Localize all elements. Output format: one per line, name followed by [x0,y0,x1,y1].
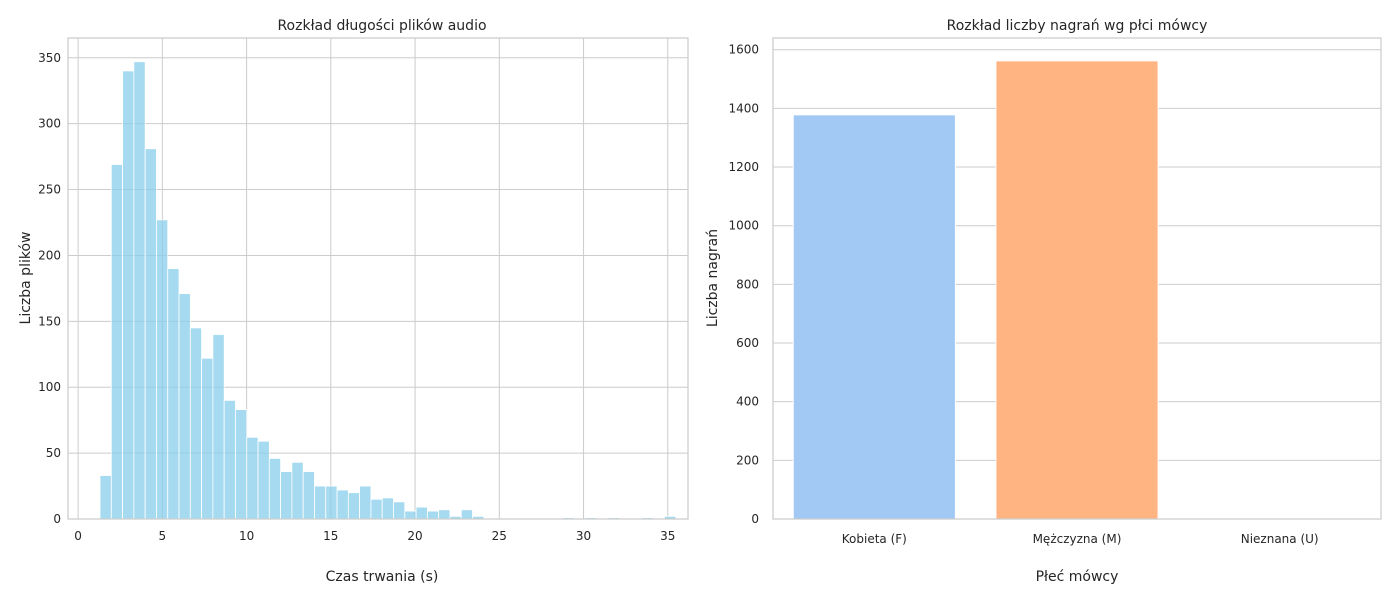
histogram-bar [370,498,383,520]
histogram-bar [99,475,112,520]
histogram-x-tick-label: 10 [239,529,254,543]
gender-y-tick-label: 800 [736,277,759,291]
gender-bar-chart: Rozkład liczby nagrań wg płci mówcy Kobi… [705,18,1382,585]
gender-y-tick-label: 1600 [728,43,759,57]
histogram-x-label: Czas trwania (s) [326,569,439,585]
gender-x-tick-label: Mężczyzna (M) [1033,532,1122,546]
gender-y-tick-label: 1400 [728,101,759,115]
histogram-bar [246,436,259,520]
histogram-bar [302,471,315,520]
gender-chart-title: Rozkład liczby nagrań wg płci mówcy [947,18,1208,34]
gender-bars [792,60,1159,520]
histogram-bar [235,409,248,520]
gender-y-tick-label: 1000 [728,219,759,233]
histogram-bars [99,61,677,520]
histogram-bar [393,501,406,520]
histogram-bar [426,510,440,520]
histogram-y-tick-label: 300 [38,117,61,131]
histogram-grid [68,38,688,520]
histogram-x-tick-label: 25 [492,529,507,543]
histogram-x-tick-label: 0 [74,529,82,543]
histogram-y-tick-label: 150 [38,314,61,328]
histogram-title: Rozkład długości plików audio [277,18,486,34]
histogram-bar [314,485,327,520]
histogram-bar [110,164,123,520]
gender-x-tick-label: Kobieta (F) [842,532,907,546]
histogram-bar [280,471,293,520]
gender-x-label: Płeć mówcy [1036,569,1119,585]
histogram-x-tick-label: 35 [660,529,675,543]
histogram-bar [223,399,236,520]
gender-y-tick-label: 1200 [728,160,759,174]
histogram-y-tick-label: 0 [53,512,61,526]
histogram-x-tick-label: 5 [159,529,167,543]
gender-y-label: Liczba nagrań [705,229,721,327]
gender-y-tick-label: 400 [736,395,759,409]
gender-bar [792,114,956,520]
histogram-bar [460,509,473,520]
histogram-bar [189,327,203,520]
histogram-bar [156,219,169,520]
histogram-bar [347,492,361,520]
gender-bar [995,60,1159,520]
histogram-x-tick-label: 15 [323,529,338,543]
histogram-bar [212,334,225,520]
histogram-y-tick-label: 350 [38,51,61,65]
gender-x-ticks: Kobieta (F) Mężczyzna (M) Nieznana (U) [842,532,1319,546]
histogram-bar [257,440,270,520]
histogram-y-tick-label: 50 [46,446,61,460]
gender-y-ticks: 0 200 400 600 800 1000 1200 1400 1600 [728,43,759,526]
histogram-x-ticks: 0 5 10 15 20 25 30 35 [74,529,675,543]
histogram-bar [122,70,135,520]
histogram-y-tick-label: 100 [38,380,61,394]
histogram-bar [201,357,214,520]
histogram-bar [381,497,394,520]
histogram-y-tick-label: 250 [38,183,61,197]
histogram-bar [167,268,180,520]
gender-chart-frame [772,37,1382,520]
histogram-bar [268,457,282,520]
histogram-frame [67,37,689,520]
histogram-bar [178,293,191,520]
histogram-x-tick-label: 20 [407,529,422,543]
histogram-bar [415,506,428,520]
histogram-bar [404,510,417,520]
histogram-bar [325,485,338,520]
gender-y-tick-label: 0 [751,512,759,526]
histogram-chart: Rozkład długości plików audio 0 5 10 15 20 25… [18,18,689,585]
histogram-bar [336,489,349,520]
histogram-bar [438,509,451,520]
gender-x-tick-label: Nieznana (U) [1241,532,1319,546]
histogram-bar [144,148,157,520]
gender-y-tick-label: 600 [736,336,759,350]
histogram-bar [133,61,146,520]
gender-y-tick-label: 200 [736,453,759,467]
histogram-y-tick-label: 200 [38,248,61,262]
histogram-x-tick-label: 30 [576,529,591,543]
histogram-bar [359,485,372,520]
histogram-y-ticks: 0 50 100 150 200 250 300 350 [38,51,61,526]
histogram-y-label: Liczba plików [18,232,34,325]
histogram-bar [291,461,304,520]
